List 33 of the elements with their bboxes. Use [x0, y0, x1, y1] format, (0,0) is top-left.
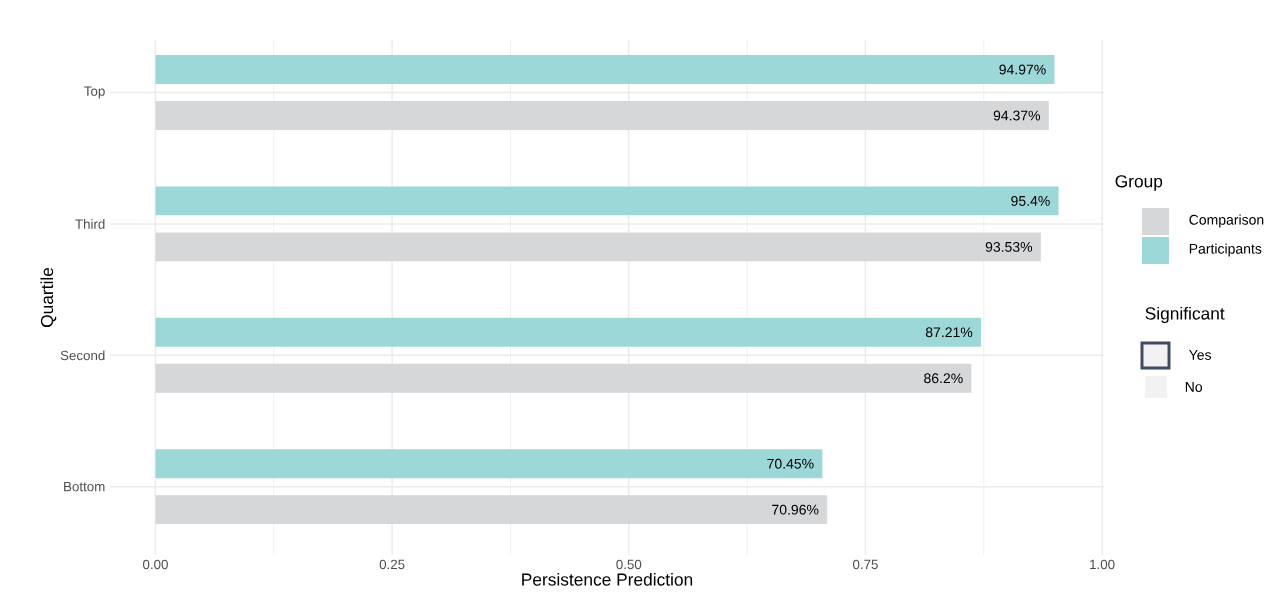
data-label: 95.4%	[1011, 195, 1050, 206]
bar	[155, 55, 1055, 84]
text: No	[1185, 382, 1203, 392]
data-label: 93.53%	[985, 241, 1033, 252]
y-axis-title: Quartile	[40, 267, 57, 328]
data-label: 70.96%	[772, 504, 819, 515]
x-tick-label: 0.25	[379, 559, 405, 570]
y-tick-label: Third	[75, 219, 105, 229]
x-axis-title: Persistence Prediction	[522, 572, 693, 586]
x-tick-label: 0.00	[143, 559, 168, 570]
data-label: 70.45%	[767, 458, 814, 469]
bar	[155, 101, 1049, 130]
data-label: 94.97%	[999, 64, 1046, 75]
x-tick-label: 0.75	[853, 559, 878, 570]
bar	[155, 186, 1059, 216]
bar	[155, 317, 982, 347]
data-label: 94.37%	[993, 110, 1041, 121]
bar	[155, 232, 1041, 262]
y-tick-label: Top	[84, 86, 105, 99]
legend-label: Comparison	[1189, 214, 1264, 228]
text: Yes	[1189, 350, 1212, 360]
bar	[155, 449, 823, 479]
data-label: 86.2%	[924, 373, 963, 384]
bar	[155, 495, 828, 525]
data-label: 87.21%	[925, 327, 973, 338]
x-tick-label: 1.00	[1090, 559, 1115, 570]
legend-title: Group	[1115, 175, 1163, 191]
bar	[155, 363, 972, 393]
x-tick-label: 0.50	[616, 559, 642, 570]
y-tick-label: Second	[60, 350, 105, 361]
text: Significant	[1145, 306, 1225, 324]
y-tick-label: Bottom	[64, 482, 105, 492]
legend-label: Participants	[1189, 243, 1262, 257]
